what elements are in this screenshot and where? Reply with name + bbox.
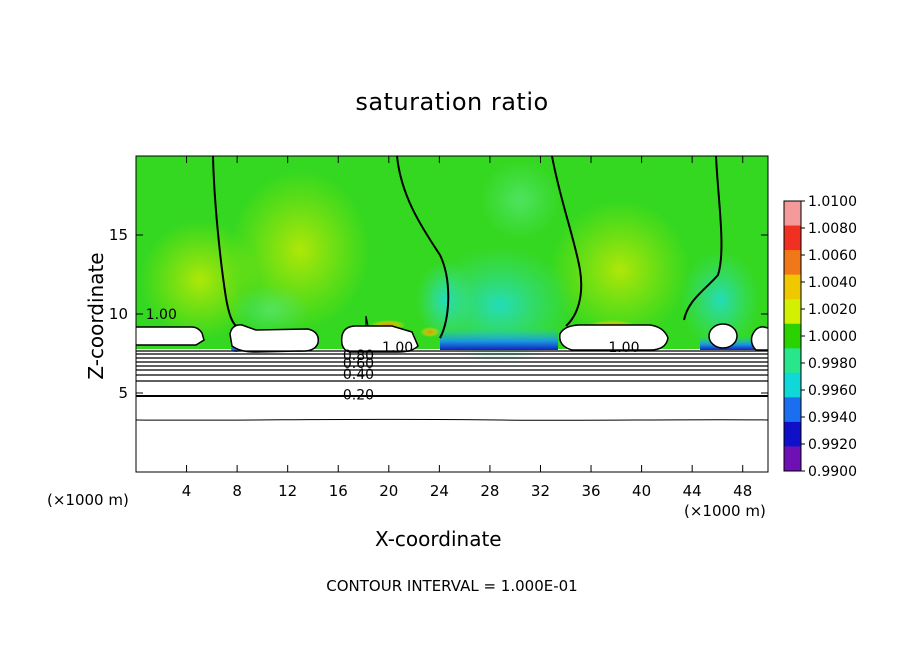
colorbar-tick-label: 1.0100 (808, 194, 857, 210)
y-tick-label: 15 (109, 226, 128, 244)
contour-1.00-line (212, 156, 237, 327)
contour-line (136, 380, 768, 382)
y-axis: 5 10 15 (109, 226, 768, 402)
contour-1.00-line (136, 326, 205, 346)
orange-spot (420, 327, 440, 337)
x-unit-left: (×1000 m) (47, 491, 129, 509)
heatmap-field (136, 156, 768, 472)
x-tick-label: 20 (379, 482, 398, 500)
cloud-blob (341, 326, 418, 352)
colorbar-swatch (784, 201, 801, 227)
contour-labels: 1.00 1.00 1.00 0.800.600.40 0.20 (146, 307, 640, 404)
chart-title: saturation ratio (355, 88, 549, 116)
contour-line (136, 369, 768, 371)
x-tick-label: 36 (581, 482, 600, 500)
cloud-blob (751, 326, 768, 350)
contour-1.00-line (551, 156, 583, 327)
contour-0.40-line (136, 374, 768, 376)
x-tick-label: 12 (278, 482, 297, 500)
x-unit-right: (×1000 m) (684, 502, 766, 520)
contour-line (136, 418, 768, 421)
colorbar-swatch (784, 323, 801, 349)
contour-label: 0.20 (343, 388, 374, 404)
colorbar-swatch (784, 421, 801, 447)
contour-label: 1.00 (608, 340, 639, 356)
cloud-blob (136, 327, 204, 345)
x-tick-label: 4 (182, 482, 192, 500)
colorbar-tick-label: 1.0040 (808, 275, 857, 291)
blue-band (440, 328, 558, 350)
contour-label: 1.00 (146, 307, 177, 323)
colorbar-swatch (784, 446, 801, 472)
colorbar-swatch (784, 299, 801, 325)
y-tick-label: 10 (109, 305, 128, 323)
contour-lines (136, 156, 768, 421)
contour-1.00-line (340, 325, 419, 353)
cloud-blob (559, 325, 668, 350)
colorbar-tick-label: 0.9900 (808, 464, 857, 480)
contour-interval-text: CONTOUR INTERVAL = 1.000E-01 (326, 577, 578, 595)
colorbar-tick-label: 1.0080 (808, 221, 857, 237)
lightgreen-patch (230, 285, 310, 335)
colorbar-swatch (784, 372, 801, 398)
x-tick-label: 48 (733, 482, 752, 500)
x-tick-label: 40 (632, 482, 651, 500)
x-tick-label: 44 (683, 482, 702, 500)
x-axis: 4 8 12 16 20 24 28 32 36 40 44 48 (182, 156, 752, 500)
colorbar-tick-label: 1.0060 (808, 248, 857, 264)
colorbar-swatch (784, 250, 801, 276)
colorbar-tick-label: 0.9960 (808, 383, 857, 399)
x-tick-label: 24 (430, 482, 449, 500)
y-tick-label: 5 (118, 384, 128, 402)
x-tick-label: 8 (232, 482, 242, 500)
colorbar-swatch (784, 225, 801, 251)
y-axis-label: Z-coordinate (84, 252, 108, 380)
colorbar-swatch (784, 397, 801, 423)
contour-1.00-line (683, 156, 723, 321)
contour-line (136, 353, 768, 355)
x-tick-label: 28 (480, 482, 499, 500)
contour-label: 0.80 (343, 348, 374, 364)
contour-1.00-line (708, 323, 738, 349)
contour-label: 1.00 (382, 340, 413, 356)
cloud-blob (709, 324, 737, 348)
cyan-patch (415, 260, 475, 340)
contour-line (136, 361, 768, 363)
cloud-blob (230, 324, 319, 352)
colorbar-tick-label: 0.9920 (808, 437, 857, 453)
contour-0.20-line (136, 394, 768, 398)
contour-1.00-line (559, 324, 669, 351)
cyan-patch (680, 250, 760, 350)
contour-label: 0.40 (343, 367, 374, 383)
contour-1.00-line (750, 326, 768, 351)
colorbar-tick-label: 0.9980 (808, 356, 857, 372)
x-tick-label: 32 (531, 482, 550, 500)
colorbar-swatch (784, 274, 801, 300)
colorbar-tick-label: 1.0020 (808, 302, 857, 318)
contour-1.00-line (396, 156, 450, 339)
colorbar-swatch (784, 348, 801, 374)
x-axis-label: X-coordinate (375, 527, 502, 551)
lightgreen-patch (480, 160, 560, 240)
contour-0.60-line (136, 365, 768, 367)
colorbar-tick-label: 1.0000 (808, 329, 857, 345)
contour-0.80-line (136, 357, 768, 359)
x-tick-label: 16 (329, 482, 348, 500)
contour-1.00-line (365, 315, 369, 327)
contour-label: 0.60 (343, 356, 374, 372)
contour-line (136, 350, 768, 352)
colorbar-tick-label: 0.9940 (808, 410, 857, 426)
colorbar: 1.0100 1.0080 1.0060 1.0040 1.0020 1.0000 0.99… (783, 194, 857, 480)
yellow-patch (550, 200, 690, 340)
